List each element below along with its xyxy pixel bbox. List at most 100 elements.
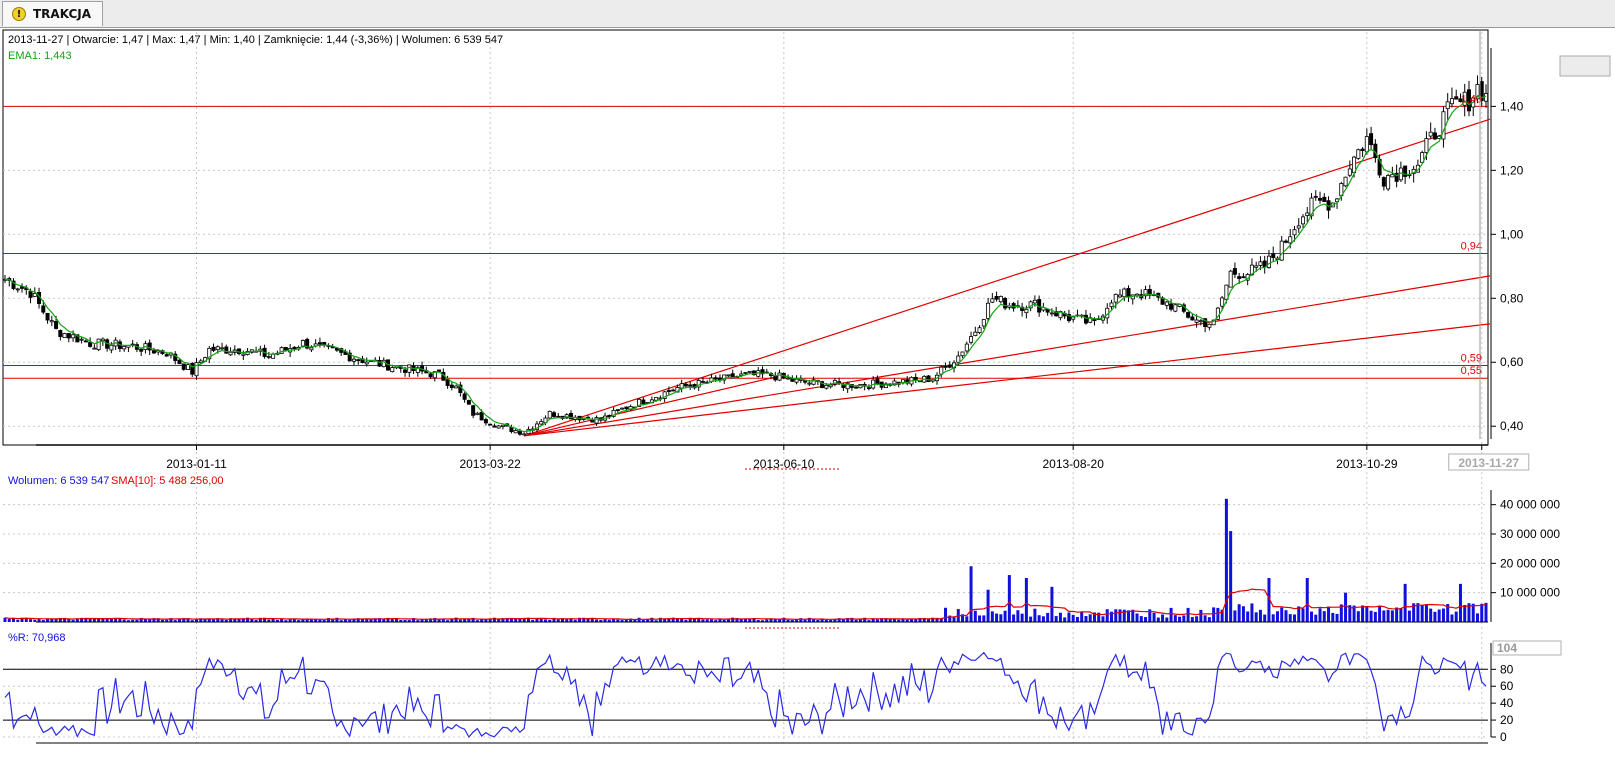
candle-body: [752, 370, 757, 376]
volume-bar: [126, 620, 130, 622]
candle-body: [994, 295, 999, 300]
volume-bar: [450, 619, 454, 622]
wr-tick-label: 60: [1500, 679, 1514, 693]
volume-bar: [173, 620, 177, 622]
volume-bar: [841, 618, 845, 622]
candle-body: [1484, 93, 1489, 102]
tab-trakcja[interactable]: ! TRAKCJA: [2, 1, 103, 26]
candle-body: [1420, 152, 1425, 163]
candle-body: [713, 377, 718, 380]
wr-tick-label: 80: [1500, 662, 1514, 676]
volume-bar: [267, 619, 271, 622]
candle-body: [1232, 268, 1237, 275]
date-tick-label: 2013-06-10: [753, 457, 815, 471]
volume-bar: [731, 617, 735, 622]
candle-body: [824, 384, 829, 389]
candle-body: [679, 383, 684, 389]
volume-bar: [1318, 608, 1322, 622]
volume-bar: [939, 618, 943, 622]
price-tick-label: 0,60: [1500, 355, 1524, 369]
volume-tick-label: 40 000 000: [1500, 498, 1560, 512]
candle-body: [492, 425, 497, 428]
candle-body: [211, 346, 216, 351]
trendline: [524, 118, 1491, 437]
volume-bar: [599, 619, 603, 622]
candle-body: [1024, 308, 1029, 314]
volume-bar: [556, 619, 560, 622]
volume-bar: [922, 617, 926, 622]
volume-bar: [914, 618, 918, 622]
candle-body: [683, 383, 688, 387]
candle-body: [88, 341, 93, 347]
volume-bar: [684, 619, 688, 622]
candle-body: [1083, 314, 1088, 324]
volume-bar: [888, 619, 892, 622]
volume-tick-label: 10 000 000: [1500, 586, 1560, 600]
candle-body: [1449, 98, 1454, 105]
volume-bar: [139, 617, 143, 622]
candle-body: [1266, 255, 1271, 268]
volume-bar: [199, 618, 203, 622]
trendline: [524, 275, 1491, 437]
candle-body: [1441, 111, 1446, 140]
volume-bar: [75, 618, 79, 622]
wr-reference-lines: [3, 668, 1488, 721]
volume-bar: [488, 618, 492, 622]
volume-bar: [416, 620, 420, 622]
volume-bar: [1305, 578, 1309, 622]
volume-bar: [1109, 611, 1113, 622]
candle-body: [96, 338, 101, 351]
volume-bar: [782, 617, 786, 622]
candle-body: [981, 319, 986, 327]
candle-body: [662, 391, 667, 399]
date-cursor-label: 2013-11-27: [1458, 456, 1519, 470]
volume-bar: [152, 618, 156, 622]
volume-bar: [463, 619, 467, 622]
candle-body: [977, 327, 982, 334]
volume-bar: [156, 618, 160, 622]
volume-bar: [1471, 603, 1475, 622]
level-labels: 1,40 0,94 0,590,55: [1461, 93, 1482, 377]
volume-bar: [697, 618, 701, 622]
candle-body: [11, 280, 16, 289]
axis-scroll-handle[interactable]: [1559, 55, 1611, 77]
chart-svg[interactable]: 1,40 1,20 1,00 0,80 0,60 0,40 1,40 0,94 0,590,5…: [0, 28, 1615, 769]
candle-body: [828, 384, 833, 388]
volume-bar: [748, 618, 752, 622]
volume-bar: [143, 619, 147, 622]
date-tick-label: 2013-08-20: [1042, 457, 1104, 471]
volume-bar: [761, 620, 765, 622]
candle-body: [496, 425, 501, 429]
candle-body: [79, 338, 84, 341]
volume-bar: [892, 618, 896, 622]
volume-bar: [1480, 603, 1484, 622]
volume-bar: [671, 617, 675, 622]
candle-body: [964, 343, 969, 352]
candle-body: [41, 305, 46, 313]
volume-bar: [263, 617, 267, 622]
candle-body: [224, 346, 229, 354]
volume-bar: [1484, 602, 1488, 622]
volume-bar: [1386, 609, 1390, 622]
volume-bar: [586, 618, 590, 622]
volume-bar: [1037, 615, 1041, 622]
volume-bar: [1101, 616, 1105, 622]
info-line: 2013-11-27 | Otwarcie: 1,47 | Max: 1,47 …: [8, 34, 503, 46]
candle-body: [726, 374, 731, 377]
candle-body: [317, 342, 322, 345]
candle-body: [1369, 133, 1374, 146]
volume-bar: [105, 618, 109, 622]
volume-bar: [1310, 611, 1314, 622]
volume-bar: [714, 620, 718, 622]
volume-bar: [1446, 603, 1450, 622]
candle-body: [1301, 216, 1306, 225]
volume-bar: [92, 618, 96, 622]
candle-body: [1092, 319, 1097, 321]
volume-bar: [565, 619, 569, 622]
volume-bar: [718, 618, 722, 622]
candlesticks: [3, 75, 1489, 436]
level-label: 0,59: [1461, 352, 1482, 364]
volume-bar: [995, 613, 999, 622]
volume-bar: [186, 618, 190, 622]
volume-bar: [339, 620, 343, 622]
